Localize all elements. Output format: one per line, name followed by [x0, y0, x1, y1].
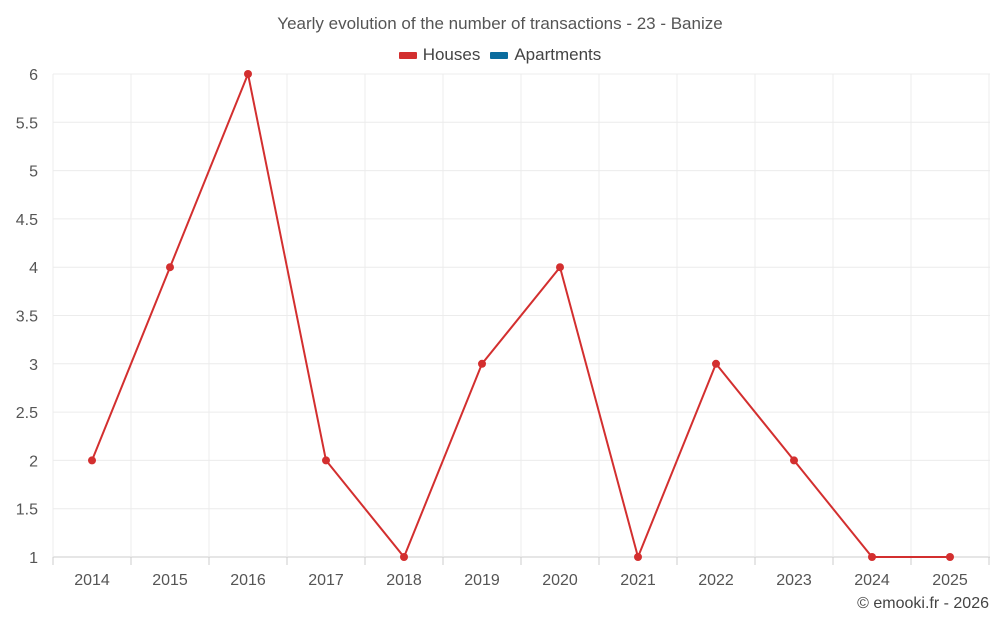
- legend-item-apartments[interactable]: Apartments: [490, 45, 601, 65]
- data-point[interactable]: [166, 263, 174, 272]
- x-tick-label: 2018: [386, 572, 422, 589]
- y-tick-label: 2: [29, 453, 38, 470]
- y-tick-label: 4: [29, 260, 38, 277]
- data-point[interactable]: [400, 553, 408, 561]
- data-point[interactable]: [712, 359, 720, 368]
- legend-swatch-apartments: [490, 51, 509, 59]
- data-point[interactable]: [88, 456, 96, 465]
- data-point[interactable]: [946, 553, 954, 561]
- x-tick-label: 2014: [74, 572, 110, 589]
- x-tick-label: 2017: [308, 572, 344, 589]
- x-tick-label: 2022: [698, 572, 734, 589]
- data-point[interactable]: [244, 70, 252, 78]
- x-tick-label: 2019: [464, 572, 500, 589]
- legend: Houses Apartments: [0, 45, 1000, 65]
- axes: 1 1.5 2 2.5 3 3.5 4 4.5 5 5.5 6 2014 2015 2016 2017 201…: [16, 67, 990, 589]
- x-tick-label: 2025: [932, 572, 968, 589]
- x-tick-label: 2015: [152, 572, 188, 589]
- data-point[interactable]: [478, 359, 486, 368]
- y-tick-label: 5.5: [16, 115, 38, 132]
- series-layer: [88, 70, 954, 561]
- x-tick-label: 2024: [854, 572, 890, 589]
- data-point[interactable]: [790, 456, 798, 465]
- data-point[interactable]: [322, 456, 330, 465]
- series-line-houses: [91, 73, 950, 558]
- y-tick-label: 4.5: [16, 212, 38, 229]
- x-tick-label: 2023: [776, 572, 812, 589]
- x-tick-label: 2016: [230, 572, 266, 589]
- data-point[interactable]: [556, 263, 564, 272]
- credit: © emooki.fr - 2026: [857, 595, 989, 612]
- y-tick-label: 5: [29, 164, 38, 181]
- y-tick-label: 2.5: [16, 405, 38, 422]
- legend-label-apartments: Apartments: [514, 45, 602, 64]
- legend-label-houses: Houses: [422, 45, 481, 64]
- y-tick-label: 1.5: [16, 502, 38, 519]
- y-tick-label: 6: [29, 67, 38, 84]
- data-point[interactable]: [634, 553, 642, 561]
- chart-title: Yearly evolution of the number of transa…: [277, 14, 723, 33]
- y-tick-label: 3.5: [16, 309, 38, 326]
- legend-swatch-houses: [398, 51, 417, 59]
- x-tick-label: 2020: [542, 572, 578, 589]
- y-tick-label: 1: [29, 550, 38, 567]
- data-point[interactable]: [868, 553, 876, 561]
- x-tick-label: 2021: [620, 572, 656, 589]
- y-tick-label: 3: [29, 357, 38, 374]
- legend-item-houses[interactable]: Houses: [398, 45, 481, 65]
